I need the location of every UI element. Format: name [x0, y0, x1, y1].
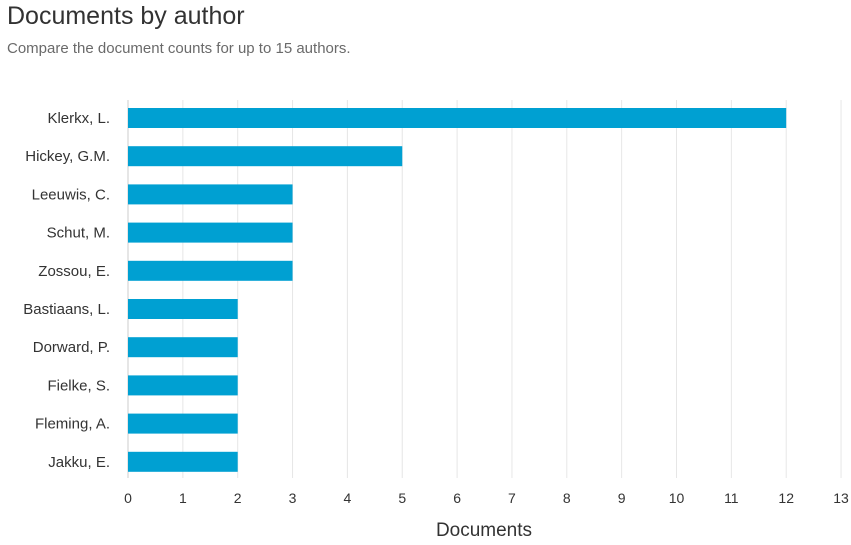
category-label: Klerkx, L. [47, 110, 110, 127]
category-label: Leeuwis, C. [32, 186, 110, 203]
category-labels: Klerkx, L. Hickey, G.M. Leeuwis, C. Schut, … [23, 110, 110, 471]
category-label: Zossou, E. [38, 263, 110, 280]
x-tick-label: 13 [833, 490, 849, 506]
category-label: Hickey, G.M. [25, 148, 110, 165]
x-tick-label: 1 [179, 490, 187, 506]
x-tick-label: 7 [508, 490, 516, 506]
category-label: Bastiaans, L. [23, 301, 110, 318]
bar[interactable] [128, 184, 293, 205]
chart-subtitle: Compare the document counts for up to 15… [7, 40, 351, 57]
bar[interactable] [128, 108, 787, 128]
x-axis-tick-labels: 0 1 2 3 4 5 6 7 8 9 10 11 12 13 [124, 490, 849, 506]
bar[interactable] [128, 337, 238, 358]
x-axis-title: Documents [436, 520, 532, 541]
bar[interactable] [128, 299, 238, 319]
bars [128, 108, 787, 472]
x-tick-label: 11 [724, 490, 739, 506]
bar[interactable] [128, 451, 238, 472]
category-label: Fielke, S. [47, 377, 110, 394]
bar[interactable] [128, 413, 238, 434]
x-tick-label: 9 [618, 490, 626, 506]
x-tick-label: 10 [669, 490, 685, 506]
x-tick-label: 2 [234, 490, 242, 506]
bar[interactable] [128, 222, 293, 243]
x-tick-label: 4 [344, 490, 352, 506]
category-label: Schut, M. [47, 225, 110, 242]
category-label: Fleming, A. [35, 416, 110, 433]
x-tick-label: 6 [453, 490, 461, 506]
chart-title: Documents by author [7, 2, 245, 30]
x-tick-label: 8 [563, 490, 571, 506]
x-tick-label: 3 [289, 490, 297, 506]
category-label: Jakku, E. [48, 454, 110, 471]
x-tick-label: 5 [398, 490, 406, 506]
gridlines [127, 100, 842, 478]
category-label: Dorward, P. [33, 339, 110, 356]
x-tick-label: 0 [124, 490, 132, 506]
bar[interactable] [128, 260, 293, 281]
x-tick-label: 12 [778, 490, 794, 506]
bar[interactable] [128, 146, 403, 167]
bar[interactable] [128, 375, 238, 396]
